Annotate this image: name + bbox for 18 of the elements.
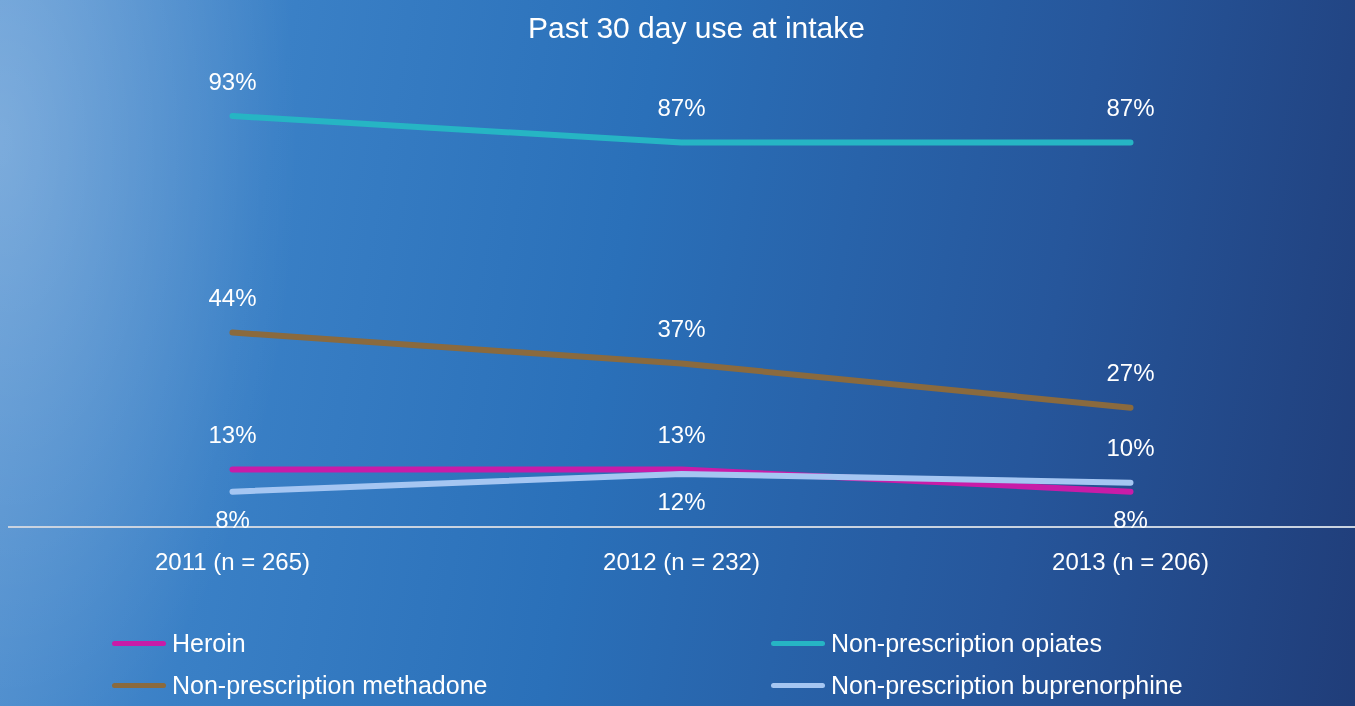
legend-label: Non-prescription methadone [172, 670, 488, 700]
data-label: 37% [657, 314, 706, 342]
legend-label: Non-prescription buprenorphine [831, 670, 1183, 700]
data-label: 44% [208, 284, 257, 312]
x-tick-label: 2013 (n = 206) [1052, 548, 1209, 576]
legend-label: Heroin [172, 628, 246, 658]
x-tick-label: 2011 (n = 265) [154, 548, 311, 576]
data-label: 13% [208, 421, 257, 449]
x-tick-label: 2012 (n = 232) [603, 548, 760, 576]
data-label: 13% [657, 421, 706, 449]
chart-title: Past 30 day use at intake [527, 10, 866, 46]
data-label: 12% [657, 488, 706, 516]
data-label: 87% [657, 94, 706, 122]
legend-label: Non-prescription opiates [831, 628, 1102, 658]
data-label: 87% [1106, 94, 1155, 122]
data-label: 10% [1106, 434, 1155, 462]
data-label: 27% [1106, 359, 1155, 387]
data-label: 93% [208, 67, 257, 95]
